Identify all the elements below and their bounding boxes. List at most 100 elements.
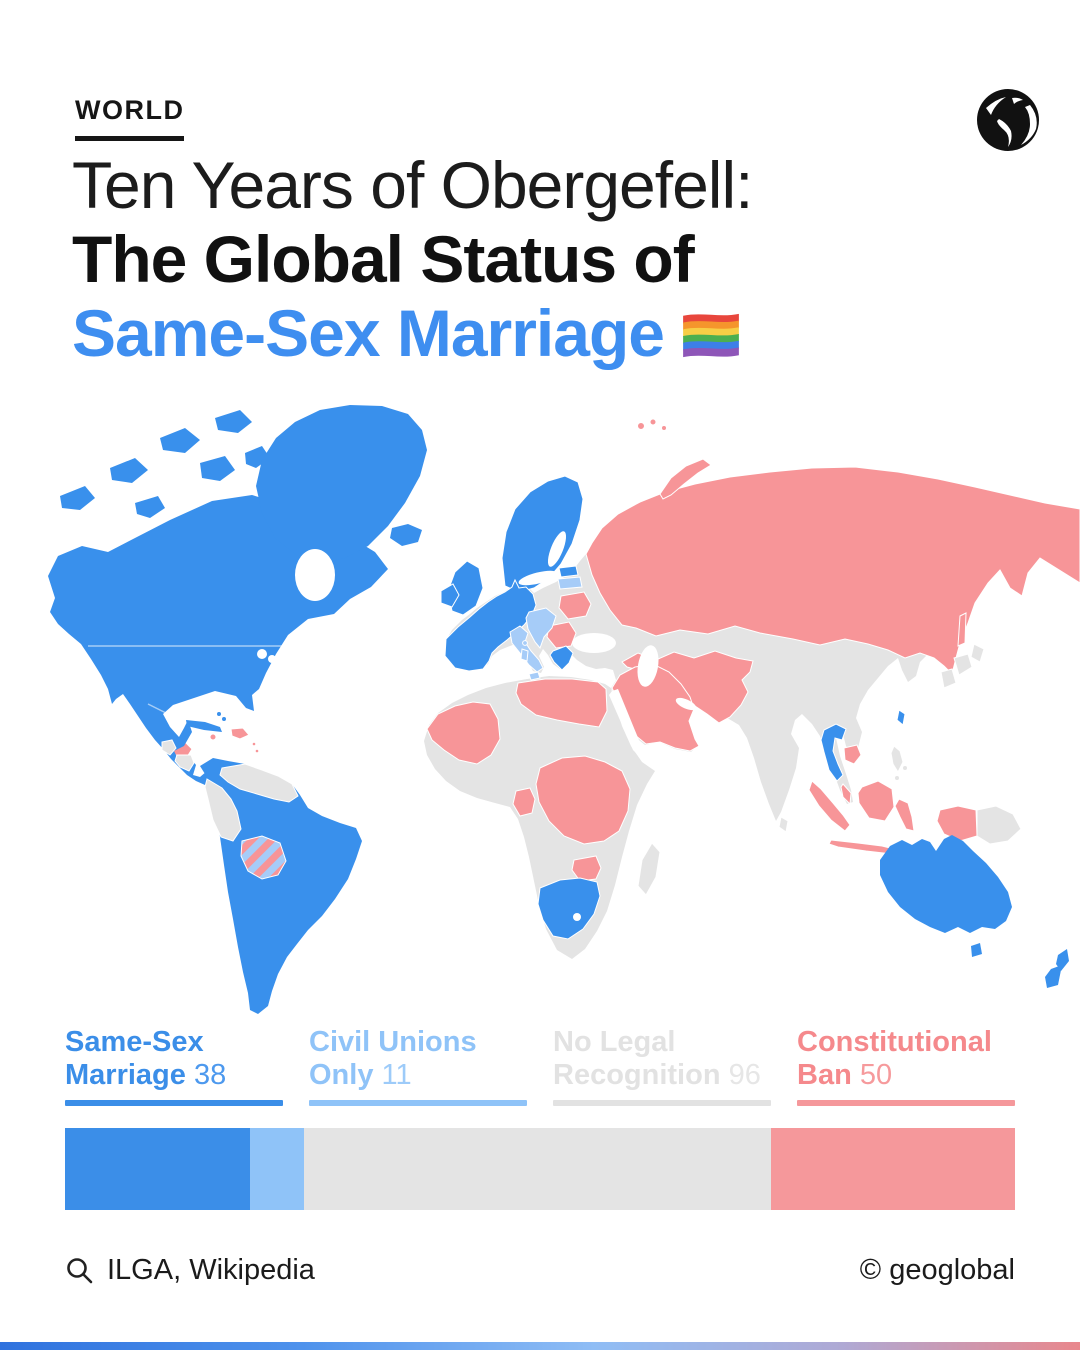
legend-line2: Marriage	[65, 1059, 186, 1091]
legend-line1: Same-Sex	[65, 1026, 204, 1058]
map-region-libya-egypt	[515, 678, 608, 728]
legend-line1: Civil Unions	[309, 1026, 477, 1058]
map-region-svalbard	[637, 418, 667, 431]
map-region-nicaragua	[174, 754, 195, 772]
map-region-australia	[880, 835, 1012, 933]
map-region-java	[828, 839, 895, 855]
legend-underline-bar	[309, 1100, 527, 1106]
map-region-zimbabwe	[571, 855, 602, 882]
title-line-2: The Global Status of	[72, 222, 695, 296]
map-region-cuba	[186, 720, 222, 732]
map-country-borders	[88, 645, 282, 722]
legend-count: 38	[193, 1059, 227, 1091]
legend-item-civil-unions: Civil Unions Only 11	[309, 1026, 527, 1106]
stacked-proportion-bar	[65, 1128, 1015, 1210]
legend-item-same-sex-marriage: Same-Sex Marriage 38	[65, 1026, 283, 1106]
map-region-bahamas	[217, 712, 226, 721]
map-region-new-zealand	[1045, 949, 1069, 988]
legend-item-no-recognition: No Legal Recognition 96	[553, 1026, 771, 1106]
search-icon	[67, 1257, 93, 1283]
map-region-bolivia	[240, 835, 287, 880]
map-region-sulawesi	[894, 798, 915, 832]
map-region-guatemala	[161, 739, 177, 756]
map-region-sumatra	[808, 780, 851, 832]
map-region-russia	[585, 466, 1080, 675]
map-region-taiwan	[896, 709, 906, 726]
map-region-peru	[204, 778, 242, 842]
kicker-world: WORLD	[75, 95, 185, 141]
legend-item-constitutional-ban: Constitutional Ban 50	[797, 1026, 1015, 1106]
map-region-west-papua	[936, 805, 978, 842]
map-region-hispaniola	[230, 727, 250, 740]
stacked-bar-segment	[65, 1128, 251, 1210]
map-region-sakhalin	[957, 612, 967, 647]
map-region-sri-lanka	[778, 816, 789, 833]
map-region-belarus	[558, 591, 592, 620]
map-region-canadian-arctic	[60, 410, 270, 518]
footer: ILGA, Wikipedia © geoglobal	[65, 1254, 1015, 1287]
map-region-central-europe	[520, 607, 557, 681]
source-attribution: ILGA, Wikipedia	[65, 1254, 315, 1287]
map-region-south-america	[200, 758, 362, 1014]
legend-count: 96	[728, 1059, 761, 1091]
map-water-details	[257, 531, 697, 921]
map-region-borneo	[857, 780, 895, 822]
map-region-cambodia	[843, 744, 862, 765]
map-region-iceland	[390, 524, 422, 546]
map-region-western-europe	[444, 578, 537, 672]
rainbow-flag-icon	[683, 313, 739, 358]
legend-underline-bar	[65, 1100, 283, 1106]
credit-text: © geoglobal	[859, 1254, 1015, 1286]
legend-line1: No Legal	[553, 1026, 676, 1058]
globe-icon	[977, 89, 1039, 151]
map-region-estonia	[558, 565, 579, 578]
map-region-uk	[447, 560, 484, 616]
map-region-new-guinea	[976, 805, 1022, 845]
map-region-novaya-zemlya	[659, 458, 712, 500]
map-region-madagascar	[637, 842, 661, 896]
legend-count: 11	[381, 1059, 412, 1091]
map-region-antilles	[251, 741, 260, 754]
map-region-philippines	[890, 745, 908, 781]
map-region-south-africa	[537, 877, 601, 940]
legend-label: Same-Sex Marriage 38	[65, 1026, 283, 1092]
map-region-thailand	[820, 723, 847, 782]
map-region-latvia	[557, 576, 583, 590]
map-region-scandinavia	[501, 475, 584, 593]
page-title: Ten Years of Obergefell: The Global Stat…	[72, 148, 753, 370]
map-region-greece	[549, 645, 574, 671]
map-region-romania	[546, 621, 577, 649]
map-region-ireland	[440, 583, 460, 608]
legend-line2: Ban	[797, 1059, 852, 1091]
map-region-venezuela-guyanas	[219, 763, 299, 803]
title-accent-text: Same-Sex Marriage	[72, 296, 665, 370]
world-choropleth-map	[48, 405, 1080, 1014]
map-region-malaysia	[840, 783, 852, 806]
legend-label: No Legal Recognition 96	[553, 1026, 771, 1092]
map-region-greenland	[256, 405, 427, 563]
source-text: ILGA, Wikipedia	[107, 1254, 315, 1286]
map-region-cameroon-gabon	[512, 787, 536, 817]
legend-underline-bar	[553, 1100, 771, 1106]
legend-line2: Only	[309, 1059, 374, 1091]
stacked-bar-segment	[303, 1128, 772, 1210]
legend-label: Constitutional Ban 50	[797, 1026, 1015, 1092]
map-region-jamaica	[209, 733, 217, 741]
legend-underline-bar	[797, 1100, 1015, 1106]
title-line-1: Ten Years of Obergefell:	[72, 148, 753, 222]
legend-line1: Constitutional	[797, 1026, 992, 1058]
legend-label: Civil Unions Only 11	[309, 1026, 527, 1092]
stacked-bar-segment	[250, 1128, 304, 1210]
map-region-japan	[940, 643, 985, 689]
stacked-bar-segment	[771, 1128, 1015, 1210]
legend-line2: Recognition	[553, 1059, 721, 1091]
map-region-central-east-africa	[535, 755, 631, 845]
bottom-gradient-bar	[0, 1342, 1080, 1350]
legend-count: 50	[859, 1059, 893, 1091]
map-region-nw-africa	[426, 701, 501, 765]
map-region-tasmania	[971, 943, 982, 957]
title-line-3: Same-Sex Marriage	[72, 296, 752, 370]
map-region-italy	[509, 625, 544, 673]
legend: Same-Sex Marriage 38 Civil Unions Only 1…	[65, 1026, 1015, 1106]
